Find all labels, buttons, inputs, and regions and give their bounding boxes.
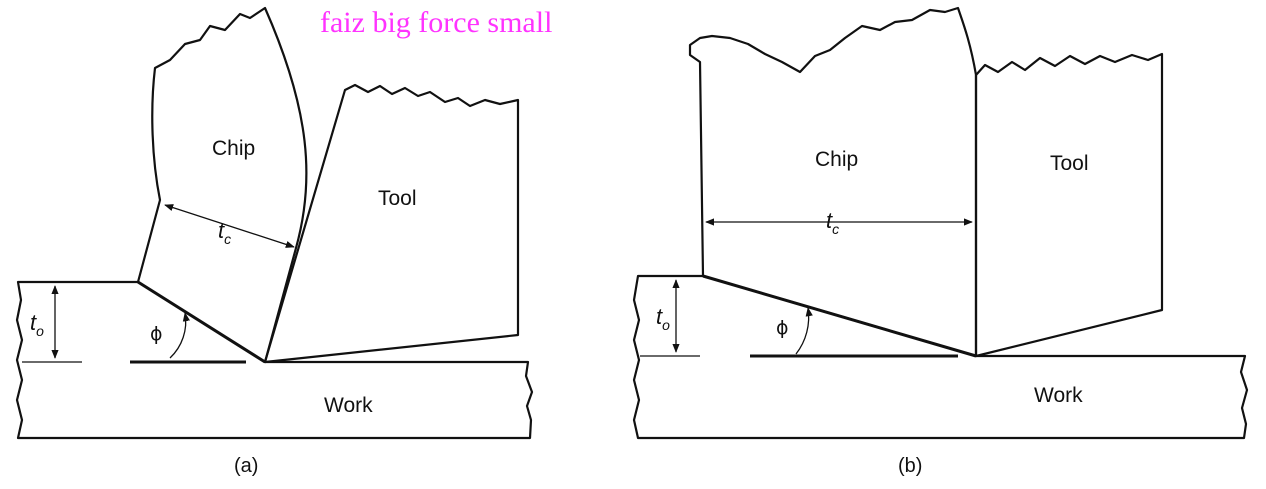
tc-symbol-a: tc — [218, 218, 231, 247]
panel-a: Chip Tool Work tc to ϕ (a) — [15, 6, 534, 477]
tool-a — [263, 83, 520, 364]
chip-label-a: Chip — [212, 137, 255, 160]
phi-symbol-b: ϕ — [776, 317, 789, 339]
phi-symbol-a: ϕ — [150, 323, 163, 345]
tool-b — [974, 52, 1164, 358]
work-piece-a — [15, 280, 534, 440]
shear-plane-b — [702, 274, 977, 358]
tool-label-a: Tool — [378, 187, 417, 210]
caption-a: (a) — [234, 455, 258, 477]
work-label-b: Work — [1034, 384, 1083, 407]
caption-b: (b) — [898, 455, 922, 477]
shear-plane-a — [137, 280, 266, 364]
chip-label-b: Chip — [815, 148, 858, 171]
chip-a — [136, 6, 308, 364]
tool-label-b: Tool — [1050, 152, 1089, 175]
to-symbol-a: to — [30, 310, 44, 339]
panel-b: Chip Tool Work tc to ϕ (b) — [632, 6, 1249, 477]
work-label-a: Work — [324, 394, 373, 417]
to-symbol-b: to — [656, 304, 670, 333]
tc-dimension-a — [164, 204, 295, 248]
chip-b — [688, 6, 978, 358]
work-piece-b — [632, 274, 1249, 440]
tc-symbol-b: tc — [826, 208, 839, 237]
phi-arc-a — [169, 312, 190, 359]
handwritten-annotation: faiz big force small — [320, 6, 552, 39]
phi-arc-b — [795, 307, 813, 355]
